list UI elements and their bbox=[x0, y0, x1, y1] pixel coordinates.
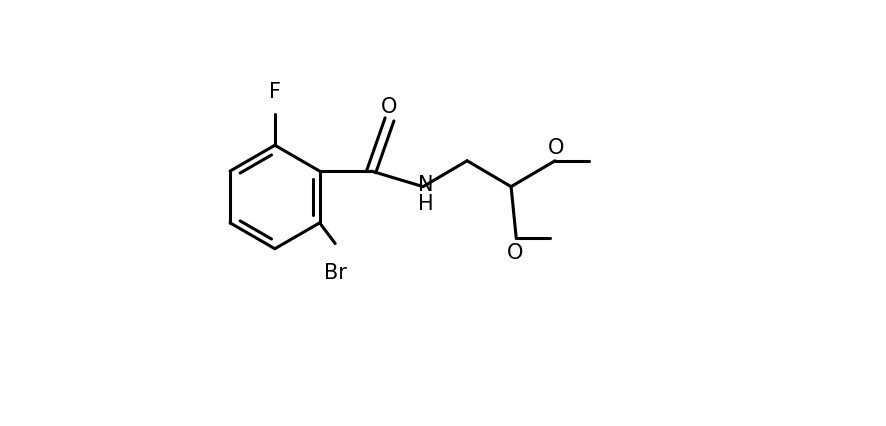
Text: O: O bbox=[507, 242, 524, 262]
Text: H: H bbox=[418, 194, 433, 214]
Text: O: O bbox=[548, 138, 564, 158]
Text: N: N bbox=[418, 175, 433, 195]
Text: O: O bbox=[381, 97, 398, 116]
Text: F: F bbox=[268, 82, 281, 102]
Text: Br: Br bbox=[323, 262, 346, 282]
